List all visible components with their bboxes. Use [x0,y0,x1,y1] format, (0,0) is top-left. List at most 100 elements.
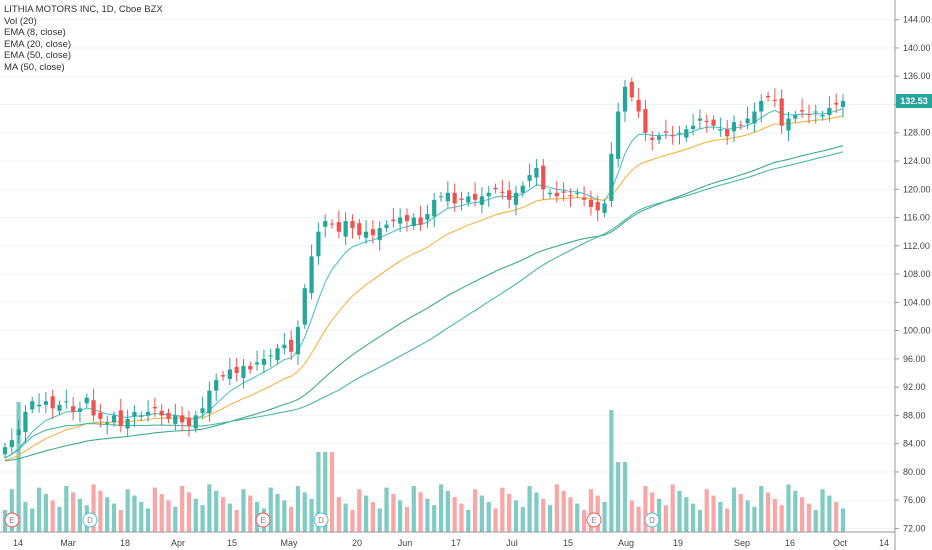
candle [350,214,355,239]
candle-body [418,217,423,225]
volume-bar [227,503,232,532]
candle-body [248,365,253,370]
candle-body [432,199,437,217]
candle-body [268,355,273,357]
volume-bar [132,495,137,532]
candle-body [684,129,689,138]
event-circle [586,512,602,528]
volume-bar [711,495,716,532]
candle-body [145,411,151,416]
candle [275,344,280,365]
candle-body [834,103,839,105]
candle-body [118,410,123,426]
volume-bar [309,498,314,532]
volume-bar [398,500,403,532]
volume-bar [547,505,553,532]
volume-bar [622,462,628,532]
candle [520,181,525,198]
time-tick-label: 14 [879,538,889,548]
candle-body [363,231,369,238]
volume-bar [180,486,185,532]
candle-body [636,99,641,112]
candle-body [309,256,314,294]
candle [166,408,171,424]
candle [684,124,689,142]
volume-bar [357,489,362,532]
volume-bar [534,492,539,532]
time-axis[interactable]: 14 Mar 18 Apr 15 May 20 Jun 17 Jul 15 Aug 19 Sep 16 Oct… [0,531,895,548]
candle-body [479,196,485,205]
candle [793,110,798,123]
candle [323,214,328,238]
legend-vol: Vol (20) [4,15,37,27]
price-tick-label: 80.00 [903,467,926,477]
volume-bar [725,508,730,532]
volume-bar [813,510,818,532]
volume-bar [472,489,478,532]
candle [173,403,178,431]
volume-bar [220,497,226,532]
candle-body [520,185,525,193]
volume-bar [738,494,743,532]
candle [588,190,594,216]
volume-bar [513,500,519,532]
candle-body [220,375,226,377]
event-circle [255,512,271,528]
candle-body [561,191,566,193]
candle-body [214,380,219,391]
time-tick-label: 16 [785,538,795,548]
volume-bar [343,503,348,532]
event-circle [82,512,98,528]
candle-body [91,400,96,416]
volume-bar [684,497,689,532]
candle [227,357,232,386]
time-tick-label: 14 [13,538,23,548]
volume-bar [834,502,839,532]
volume-bar [452,497,457,532]
time-tick-label: 15 [227,538,237,548]
volume-bar [336,497,341,532]
price-tick-label: 84.00 [903,439,926,449]
candle [384,220,389,233]
candle-body [616,111,621,159]
legend-ema8: EMA (8, close) [4,27,66,38]
price-tick-label: 104.00 [903,297,931,307]
candle [718,117,723,137]
ema20-line [4,115,844,461]
candles [2,77,846,459]
candle-body [241,365,246,378]
time-tick-label: Jul [506,538,518,548]
candle-body [261,358,267,365]
candle-body [357,223,362,236]
volume-bar [323,452,328,532]
candle-body [602,203,607,213]
candle-body [827,108,832,116]
candle-body [398,217,403,224]
candle [234,357,239,382]
candle-body [295,327,301,355]
candle-body [111,415,117,423]
price-axis[interactable]: 144.00140.00136.00132.00128.00124.00120.… [894,0,931,550]
volume-bar [91,484,96,532]
volume-bar [289,506,294,532]
event-marker: D [644,512,660,528]
candle [595,195,600,222]
candle-body [663,131,668,133]
candle-body [302,288,307,325]
event-circle [313,512,329,528]
candle-body [30,401,35,410]
volume-bar [71,492,76,532]
volume-bar [697,510,703,532]
volume-bar [268,487,273,532]
volume-bar [9,489,14,532]
candle-body [800,110,805,112]
volume-bar [656,498,662,532]
volume-bar [745,500,750,532]
volume-bar [248,495,253,532]
price-tick-label: 136.00 [903,71,931,81]
volume-bar [111,503,117,532]
candle-body [541,165,546,190]
volume-bar [64,486,69,532]
